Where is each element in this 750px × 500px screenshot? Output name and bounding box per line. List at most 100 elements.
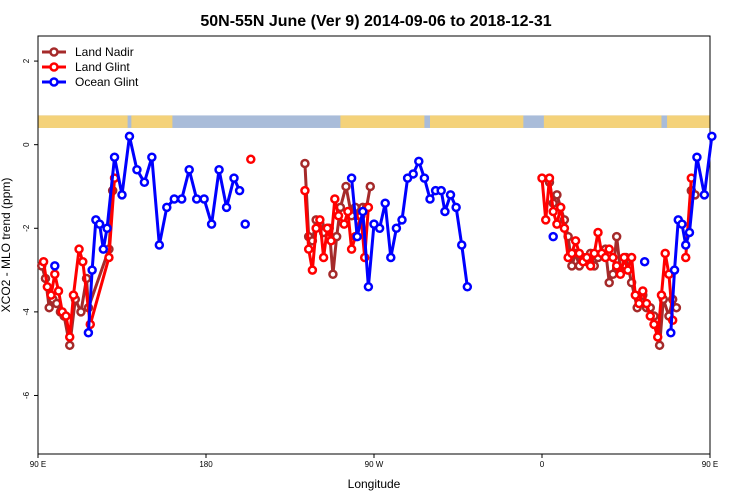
series-layer: [36, 131, 717, 351]
data-point: [64, 340, 75, 351]
data-point: [462, 282, 473, 292]
data-point: [38, 256, 49, 267]
data-point: [567, 261, 577, 271]
data-point: [639, 256, 650, 267]
data-point: [328, 269, 338, 280]
data-point: [339, 219, 349, 229]
data-point: [611, 261, 622, 271]
data-point: [240, 219, 250, 229]
data-point: [414, 156, 424, 167]
data-point: [585, 261, 596, 271]
data-point: [445, 190, 456, 200]
land-band: [543, 115, 662, 128]
data-point: [154, 240, 165, 250]
data-point: [117, 190, 127, 200]
data-point: [671, 302, 682, 313]
chart-title: 50N-55N June (Ver 9) 2014-09-06 to 2018-…: [200, 13, 551, 30]
data-point: [604, 277, 614, 288]
data-point: [451, 202, 461, 213]
data-point: [147, 152, 157, 162]
data-point: [61, 311, 71, 321]
data-point: [132, 165, 142, 175]
x-tick-label: 90 E: [702, 460, 718, 469]
data-point: [440, 206, 450, 217]
data-point: [574, 248, 585, 259]
data-point: [684, 227, 695, 238]
data-point: [548, 231, 558, 242]
data-point: [669, 265, 680, 275]
data-point: [50, 269, 60, 280]
x-axis: 90 E 180 90 W 0 90 E: [30, 454, 718, 469]
data-point: [645, 311, 656, 321]
data-point: [386, 252, 396, 263]
y-axis: 2 0 -2 -4 -6: [22, 58, 38, 399]
data-point: [666, 328, 676, 338]
data-point: [184, 165, 194, 175]
land-band: [430, 115, 524, 128]
data-point: [221, 202, 232, 213]
land-band: [131, 115, 173, 128]
series-ocean-glint: [50, 131, 717, 338]
data-point: [623, 265, 633, 275]
legend-item: Land Glint: [42, 60, 130, 74]
data-point: [50, 261, 60, 271]
x-tick-label: 90 E: [30, 460, 46, 469]
data-point: [330, 194, 340, 204]
data-point: [214, 165, 224, 175]
data-point: [559, 223, 570, 234]
data-point: [365, 181, 376, 192]
legend-marker: [49, 77, 59, 87]
data-point: [555, 202, 566, 213]
data-point: [307, 265, 318, 275]
data-point: [315, 215, 325, 225]
data-point: [604, 244, 614, 254]
legend-label: Ocean Glint: [75, 75, 139, 89]
data-point: [436, 185, 446, 196]
data-point: [626, 252, 637, 263]
data-point: [162, 202, 172, 213]
data-point: [699, 190, 710, 200]
legend-item: Ocean Glint: [42, 75, 139, 89]
legend-label: Land Nadir: [75, 45, 134, 59]
data-point: [64, 332, 75, 342]
data-point: [303, 244, 314, 254]
data-point: [333, 210, 344, 221]
data-point: [548, 206, 558, 217]
data-point: [326, 236, 336, 246]
legend-item: Land Nadir: [42, 45, 134, 59]
data-point: [425, 194, 435, 204]
data-point: [408, 169, 418, 179]
data-point: [567, 248, 577, 259]
data-point: [124, 131, 135, 142]
data-point: [619, 252, 629, 263]
data-point: [76, 307, 86, 317]
data-point: [78, 256, 88, 267]
data-point: [374, 223, 385, 234]
x-axis-label: Longitude: [348, 477, 401, 491]
data-point: [46, 290, 56, 300]
data-point: [540, 215, 551, 225]
data-point: [589, 248, 600, 259]
data-point: [456, 240, 467, 250]
data-point: [570, 236, 581, 246]
data-point: [608, 269, 618, 280]
data-point: [74, 244, 84, 254]
data-point: [311, 223, 321, 234]
data-point: [358, 206, 368, 217]
data-point: [630, 290, 641, 300]
data-point: [615, 269, 626, 280]
data-point: [707, 131, 717, 142]
data-point: [318, 252, 329, 263]
x-tick-label: 90 W: [365, 460, 384, 469]
data-point: [322, 223, 333, 234]
data-point: [176, 194, 187, 204]
data-point: [343, 206, 353, 217]
data-point: [419, 173, 430, 183]
data-point: [352, 231, 362, 242]
legend-marker: [49, 47, 59, 57]
data-point: [169, 194, 180, 204]
data-point: [102, 223, 112, 234]
data-point: [677, 219, 687, 229]
